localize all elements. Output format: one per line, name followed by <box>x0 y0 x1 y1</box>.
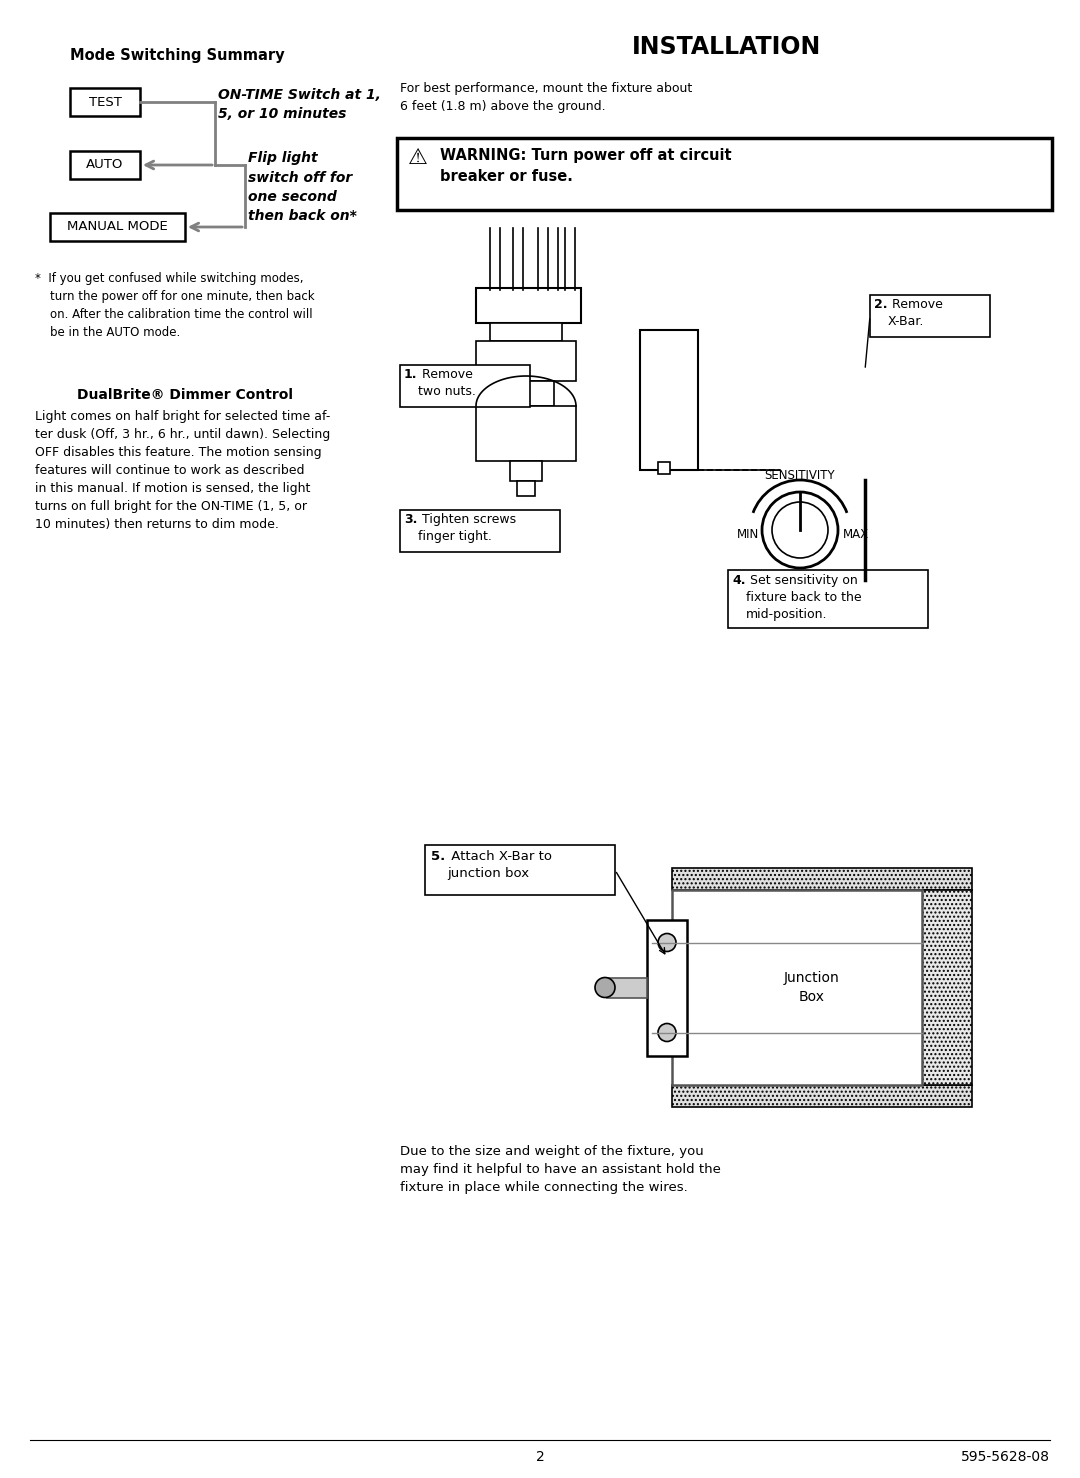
FancyBboxPatch shape <box>476 406 576 461</box>
Circle shape <box>595 977 615 998</box>
FancyBboxPatch shape <box>397 137 1052 210</box>
FancyBboxPatch shape <box>476 288 581 324</box>
FancyBboxPatch shape <box>640 330 698 470</box>
Text: 3.: 3. <box>404 513 417 526</box>
Text: MANUAL MODE: MANUAL MODE <box>67 220 167 234</box>
Text: Tighten screws
finger tight.: Tighten screws finger tight. <box>418 513 516 542</box>
Text: 4.: 4. <box>732 573 745 587</box>
Text: 2: 2 <box>536 1450 544 1465</box>
Text: INSTALLATION: INSTALLATION <box>633 35 822 59</box>
Text: *  If you get confused while switching modes,
    turn the power off for one min: * If you get confused while switching mo… <box>35 272 314 338</box>
Text: Set sensitivity on
fixture back to the
mid-position.: Set sensitivity on fixture back to the m… <box>746 573 862 621</box>
FancyBboxPatch shape <box>870 296 990 337</box>
Text: 2.: 2. <box>874 299 888 310</box>
FancyBboxPatch shape <box>400 365 530 406</box>
Text: 5.: 5. <box>431 850 445 863</box>
FancyBboxPatch shape <box>50 213 185 241</box>
FancyBboxPatch shape <box>672 1085 972 1107</box>
Text: Flip light
switch off for
one second
then back on*: Flip light switch off for one second the… <box>248 151 356 223</box>
Text: Due to the size and weight of the fixture, you
may find it helpful to have an as: Due to the size and weight of the fixtur… <box>400 1145 720 1194</box>
Text: Junction
Box: Junction Box <box>784 971 840 1004</box>
FancyBboxPatch shape <box>672 868 972 890</box>
Text: Light comes on half bright for selected time af-
ter dusk (Off, 3 hr., 6 hr., un: Light comes on half bright for selected … <box>35 409 330 531</box>
FancyBboxPatch shape <box>490 324 562 341</box>
FancyBboxPatch shape <box>658 463 670 474</box>
Text: Remove
X-Bar.: Remove X-Bar. <box>888 299 943 328</box>
Text: WARNING: Turn power off at circuit
breaker or fuse.: WARNING: Turn power off at circuit break… <box>440 148 731 183</box>
Circle shape <box>658 934 676 952</box>
FancyBboxPatch shape <box>498 381 554 406</box>
FancyBboxPatch shape <box>728 571 928 628</box>
FancyBboxPatch shape <box>922 890 972 1085</box>
FancyBboxPatch shape <box>70 89 140 115</box>
FancyBboxPatch shape <box>70 151 140 179</box>
Text: ⚠: ⚠ <box>408 148 428 168</box>
FancyBboxPatch shape <box>517 480 535 497</box>
Text: DualBrite® Dimmer Control: DualBrite® Dimmer Control <box>77 389 293 402</box>
FancyBboxPatch shape <box>510 461 542 480</box>
Circle shape <box>658 1023 676 1042</box>
FancyBboxPatch shape <box>476 341 576 381</box>
FancyBboxPatch shape <box>672 890 922 1085</box>
FancyBboxPatch shape <box>426 845 615 896</box>
Text: AUTO: AUTO <box>86 158 124 171</box>
Text: Remove
two nuts.: Remove two nuts. <box>418 368 476 398</box>
FancyBboxPatch shape <box>647 919 687 1055</box>
Text: 1.: 1. <box>404 368 418 381</box>
Text: Mode Switching Summary: Mode Switching Summary <box>70 47 285 64</box>
Text: TEST: TEST <box>89 96 121 108</box>
Text: Attach X-Bar to
junction box: Attach X-Bar to junction box <box>447 850 552 879</box>
Text: 595-5628-08: 595-5628-08 <box>961 1450 1050 1465</box>
FancyBboxPatch shape <box>400 510 561 551</box>
FancyBboxPatch shape <box>607 977 647 998</box>
Text: For best performance, mount the fixture about
6 feet (1.8 m) above the ground.: For best performance, mount the fixture … <box>400 81 692 112</box>
Text: MAX: MAX <box>842 529 869 541</box>
Text: SENSITIVITY: SENSITIVITY <box>765 469 835 482</box>
Text: MIN: MIN <box>737 529 759 541</box>
Text: ON-TIME Switch at 1,
5, or 10 minutes: ON-TIME Switch at 1, 5, or 10 minutes <box>218 89 381 121</box>
